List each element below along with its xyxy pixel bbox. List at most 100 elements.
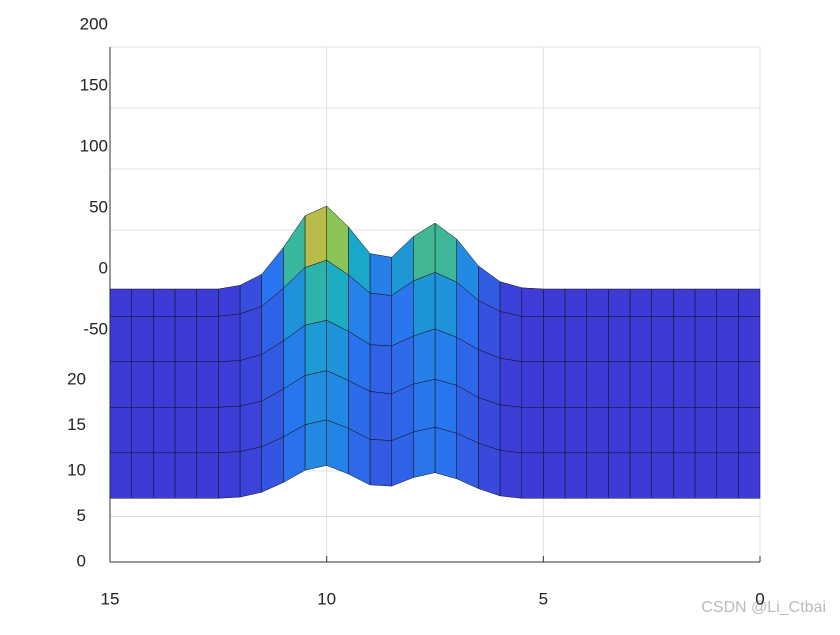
z-tick-label: -50	[83, 319, 108, 338]
surface-patch	[673, 288, 696, 317]
surface-patch	[521, 316, 544, 363]
surface-patch	[673, 452, 696, 499]
surface-patch	[304, 205, 327, 268]
surface-patch	[716, 452, 739, 499]
surface-patch	[521, 452, 544, 499]
surface-patch	[196, 361, 219, 408]
surface-patch	[131, 361, 154, 408]
y-tick-label: 10	[67, 460, 86, 479]
x-tick-label: 10	[317, 589, 336, 608]
z-tick-label: 150	[80, 75, 108, 94]
surface-patch	[434, 222, 457, 283]
surface-patch	[586, 452, 609, 499]
surface-patch	[564, 288, 587, 317]
surface-patch	[521, 407, 544, 454]
surface-patch	[694, 361, 717, 408]
surface-patch	[413, 222, 436, 282]
surface-patch	[586, 361, 609, 408]
surface-patch	[109, 407, 132, 454]
surface-patch	[239, 354, 262, 407]
surface-patch	[738, 316, 761, 363]
surface-patch	[239, 400, 262, 452]
surface-patch	[586, 288, 609, 317]
surface-patch	[608, 316, 631, 363]
surface-patch	[109, 288, 132, 317]
x-tick-label: 15	[101, 589, 120, 608]
surface-patch	[326, 419, 349, 475]
surface-patch	[738, 452, 761, 499]
surface-patch	[109, 316, 132, 363]
surface-patch	[521, 287, 544, 317]
surface-patch	[499, 450, 522, 499]
surface-patch	[174, 316, 197, 363]
surface-patch	[478, 397, 501, 451]
surface-patch	[651, 361, 674, 408]
surface-patch	[131, 407, 154, 454]
surface-patch	[391, 335, 414, 395]
surface-patch	[651, 288, 674, 317]
surface-patch	[434, 378, 457, 434]
surface-patch	[239, 306, 262, 361]
surface-patch	[521, 361, 544, 408]
surface-patch	[391, 383, 414, 441]
y-tick-label: 0	[77, 551, 86, 570]
surface-patch	[716, 407, 739, 454]
surface-patch	[543, 316, 566, 363]
surface-patch	[369, 391, 392, 441]
surface-patch	[131, 316, 154, 363]
x-tick-label: 0	[755, 589, 764, 608]
surface-patch	[629, 452, 652, 499]
surface-patch	[434, 426, 457, 480]
watermark: CSDN @Li_Ctbai	[701, 599, 826, 616]
surface-patch	[109, 452, 132, 499]
surface-patch	[694, 316, 717, 363]
surface-patch	[326, 370, 349, 429]
y-tick-label: 15	[67, 415, 86, 434]
surface-patch	[304, 370, 327, 426]
surface-patch	[369, 292, 392, 347]
surface-patch	[218, 360, 241, 408]
surface-patch	[651, 316, 674, 363]
surface-patch	[608, 407, 631, 454]
surface-patch	[673, 407, 696, 454]
surface-patch	[391, 431, 414, 487]
surface-patch	[218, 451, 241, 499]
surface-patch	[174, 407, 197, 454]
surface-patch	[694, 288, 717, 317]
surface-patch	[716, 288, 739, 317]
surface-patch	[694, 452, 717, 499]
surface-patch	[564, 407, 587, 454]
surface-patch	[543, 452, 566, 499]
surface-patch	[738, 288, 761, 317]
surface-patch	[174, 288, 197, 317]
surface-patch	[413, 378, 436, 433]
surface-patch	[153, 407, 176, 454]
z-tick-label: 50	[89, 197, 108, 216]
surface-patch	[218, 405, 241, 454]
z-tick-label: 100	[80, 136, 108, 155]
surface-patch	[174, 452, 197, 499]
surface-patch	[543, 361, 566, 408]
surface-patch	[239, 446, 262, 498]
surface-patch	[738, 361, 761, 408]
surface-patch	[586, 407, 609, 454]
surface-patch	[218, 285, 241, 317]
surface-patch	[196, 316, 219, 363]
surface-patch	[651, 407, 674, 454]
surface-patch	[434, 328, 457, 386]
surface-patch	[131, 288, 154, 317]
surface-patch	[413, 272, 436, 337]
surface-patch	[413, 328, 436, 385]
surface-patch	[369, 253, 392, 296]
surface-patch	[131, 452, 154, 499]
surface-patch	[456, 432, 479, 489]
surface-patch	[716, 361, 739, 408]
surface-patch	[478, 442, 501, 497]
surface-patch	[478, 349, 501, 406]
surface-patch	[304, 419, 327, 471]
surface-patch	[694, 407, 717, 454]
surface-patch	[499, 281, 522, 317]
x-tick-label: 5	[539, 589, 548, 608]
surface-patch	[153, 452, 176, 499]
surface-patch	[586, 316, 609, 363]
